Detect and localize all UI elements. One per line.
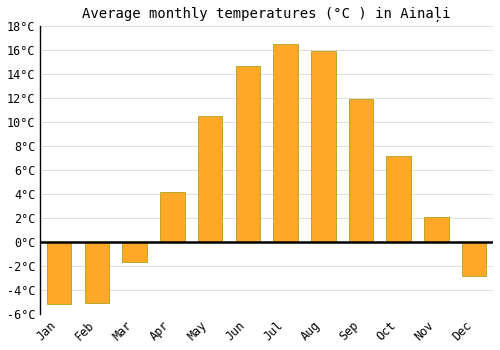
Bar	[47, 242, 72, 304]
Title: Average monthly temperatures (°C ) in Ainaļi: Average monthly temperatures (°C ) in Ai…	[82, 7, 451, 22]
Bar	[462, 242, 486, 275]
Bar	[122, 242, 147, 262]
Bar	[236, 66, 260, 242]
Bar	[311, 51, 336, 242]
Bar	[274, 44, 298, 242]
Bar	[160, 192, 184, 242]
Bar	[424, 217, 448, 242]
Bar	[386, 156, 411, 242]
Bar	[84, 242, 109, 303]
Bar	[348, 99, 374, 242]
Bar	[198, 116, 222, 242]
